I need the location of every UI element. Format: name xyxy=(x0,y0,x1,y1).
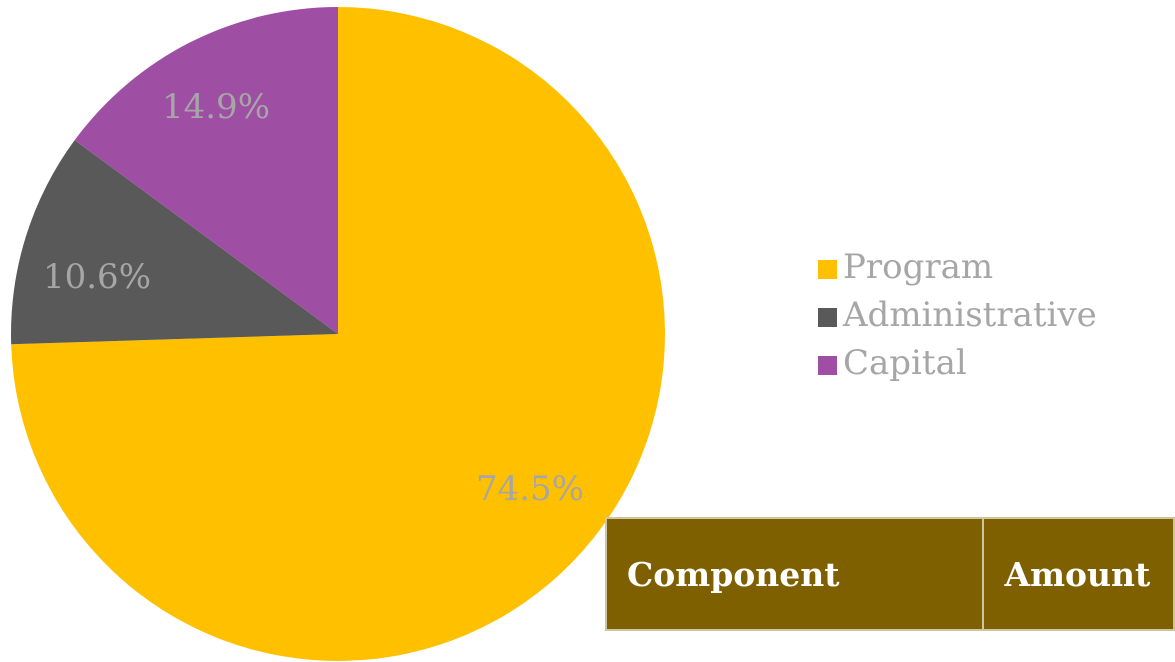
pie-slice-capital xyxy=(74,7,339,334)
table-header-component: Component xyxy=(604,518,985,630)
legend-label-administrative: Administrative xyxy=(843,295,1097,335)
chart-legend: Program Administrative Capital xyxy=(818,243,1097,387)
legend-swatch-administrative xyxy=(818,307,837,327)
data-label-capital: 14.9% xyxy=(162,87,270,127)
component-amount-table: Component Amount xyxy=(604,517,1175,631)
pie-data-labels: 74.5% 10.6% 14.9% xyxy=(43,87,584,509)
legend-item-administrative: Administrative xyxy=(818,291,1097,339)
legend-label-program: Program xyxy=(843,247,994,287)
legend-item-program: Program xyxy=(818,243,1097,291)
table-header-amount: Amount xyxy=(982,518,1175,630)
legend-label-capital: Capital xyxy=(843,343,967,383)
legend-swatch-capital xyxy=(818,355,837,375)
data-label-administrative: 10.6% xyxy=(43,257,151,297)
legend-item-capital: Capital xyxy=(818,339,1097,387)
pie-slice-program xyxy=(11,7,665,661)
table-header-row: Component Amount xyxy=(604,518,1175,630)
pie-slice-administrative xyxy=(10,140,338,345)
pie-chart: 74.5% 10.6% 14.9% xyxy=(10,7,665,661)
legend-swatch-program xyxy=(818,259,837,279)
pie-slices xyxy=(10,7,665,661)
data-label-program: 74.5% xyxy=(476,469,584,509)
